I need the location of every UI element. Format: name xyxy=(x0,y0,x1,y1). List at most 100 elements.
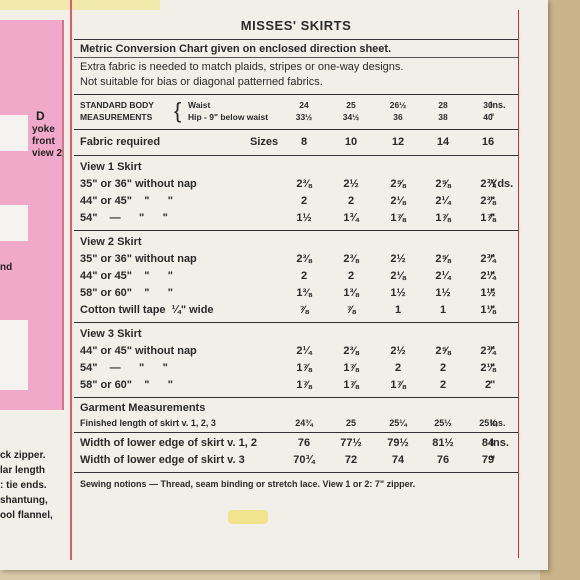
width-v3-label: Width of lower edge of skirt v. 3 xyxy=(80,454,245,466)
unit-label: " xyxy=(490,379,496,391)
fabric-row: 54" — " " 1⅞ 1⅞ 2 2 2⅛ " xyxy=(80,360,518,377)
yardage-value: 2⅛ xyxy=(390,270,406,282)
fabric-width-label: 54" — " " xyxy=(80,212,168,224)
view-section: View 3 Skirt 44" or 45" without nap 2¼ 2⅜ 2½… xyxy=(80,326,518,394)
width-v3-value: 72 xyxy=(344,454,358,466)
size-value: 14 xyxy=(436,136,450,148)
yardage-value: 1⅞ xyxy=(296,362,312,374)
yardage-value: 2½ xyxy=(343,178,359,190)
fabric-width-label: 54" — " " xyxy=(80,362,168,374)
view-title: View 1 Skirt xyxy=(80,161,142,173)
view-d-caption: yoke front view 2 xyxy=(32,124,63,159)
fabric-row: 35" or 36" without nap 2⅜ 2½ 2⅝ 2⅝ 2¾ Yds. xyxy=(80,176,518,193)
fabric-row: 44" or 45" " " 2 2 2⅛ 2¼ 2¼ " xyxy=(80,268,518,285)
yardage-value: 2 xyxy=(300,270,308,282)
yardage-value: 2⅝ xyxy=(435,253,451,265)
view-section: View 1 Skirt 35" or 36" without nap 2⅜ 2½ 2⅝… xyxy=(80,159,518,227)
yardage-value: 1¾ xyxy=(343,212,359,224)
extra-fabric-note: Extra fabric is needed to match plaids, … xyxy=(80,61,404,73)
yardage-value: ⅞ xyxy=(346,304,356,316)
yellow-tape-bottom xyxy=(228,510,268,524)
waist-value: 25 xyxy=(346,100,356,110)
divider xyxy=(74,129,518,130)
unit-label: " xyxy=(490,304,496,316)
width-v12-value: 77½ xyxy=(340,437,362,449)
fabric-row: 44" or 45" " " 2 2 2⅛ 2¼ 2⅜ " xyxy=(80,193,518,210)
fabric-row: 44" or 45" without nap 2¼ 2⅜ 2½ 2⅝ 2¾ " xyxy=(80,343,518,360)
unit-label: " xyxy=(490,195,496,207)
pink-illustration-panel xyxy=(0,20,64,410)
view-letter-d: D xyxy=(36,109,45,123)
yardage-value: 1½ xyxy=(390,287,406,299)
divider xyxy=(74,432,518,433)
yardage-value: 1 xyxy=(439,304,447,316)
not-suitable-note: Not suitable for bias or diagonal patter… xyxy=(80,76,323,88)
fabric-required-label: Fabric required xyxy=(80,136,161,148)
finished-value: 25½ xyxy=(434,418,452,428)
yardage-value: 2 xyxy=(300,195,308,207)
unit-label: Ins. xyxy=(490,418,506,428)
unit-label: " xyxy=(490,345,496,357)
unit-label: " xyxy=(490,112,495,122)
finished-value: 24¾ xyxy=(295,418,313,428)
finished-length-label: Finished length of skirt v. 1, 2, 3 xyxy=(80,418,216,428)
yardage-value: 2¼ xyxy=(296,345,312,357)
illustration-cutout xyxy=(0,115,28,151)
width-v12-value: 81½ xyxy=(432,437,454,449)
yardage-value: 2⅜ xyxy=(480,195,496,207)
hip-value: 40 xyxy=(483,112,493,122)
side-bottom-text: ck zipper. lar length : tie ends. shantu… xyxy=(0,450,53,521)
waist-value: 30 xyxy=(483,100,493,110)
waist-value: 24 xyxy=(299,100,309,110)
yardage-value: 2¾ xyxy=(480,178,496,190)
waist-value: 28 xyxy=(438,100,448,110)
unit-label: Yds. xyxy=(490,178,514,190)
unit-label: " xyxy=(490,212,496,224)
width-v3-value: 70¾ xyxy=(293,454,315,466)
measurements-label-2: MEASUREMENTS xyxy=(80,112,153,122)
finished-value: 25¾ xyxy=(479,418,497,428)
yardage-value: 1⅞ xyxy=(343,362,359,374)
unit-label: " xyxy=(490,270,496,282)
yardage-value: 2 xyxy=(484,379,492,391)
hip-value: 38 xyxy=(438,112,448,122)
page-title: MISSES' SKIRTS xyxy=(240,18,352,33)
unit-label: " xyxy=(490,253,496,265)
garment-measurements: Garment Measurements Finished length of … xyxy=(80,401,518,430)
yardage-value: 2 xyxy=(347,270,355,282)
unit-label: Ins. xyxy=(490,437,509,449)
yardage-value: 1½ xyxy=(296,212,312,224)
yardage-value: 2⅜ xyxy=(296,253,312,265)
yardage-value: 2 xyxy=(394,362,402,374)
hip-value: 36 xyxy=(393,112,403,122)
unit-label: " xyxy=(490,362,496,374)
divider xyxy=(74,322,518,323)
views-section: View 1 Skirt 35" or 36" without nap 2⅜ 2½ 2⅝… xyxy=(74,159,518,398)
fabric-width-label: 35" or 36" without nap xyxy=(80,253,197,265)
unit-label: " xyxy=(490,454,496,466)
fabric-width-label: 44" or 45" without nap xyxy=(80,345,197,357)
view-title: View 2 Skirt xyxy=(80,236,142,248)
side-fragment-text: nd xyxy=(0,262,13,273)
yardage-value: 2⅜ xyxy=(296,178,312,190)
yardage-value: 2¾ xyxy=(480,253,496,265)
yardage-value: 1⅞ xyxy=(435,212,451,224)
waist-label: Waist xyxy=(188,100,211,110)
red-margin-rule xyxy=(70,0,72,560)
divider xyxy=(74,472,518,473)
size-value: 10 xyxy=(344,136,358,148)
fabric-width-label: Cotton twill tape ¼" wide xyxy=(80,304,214,316)
yardage-value: 1⅞ xyxy=(390,379,406,391)
divider xyxy=(74,94,518,95)
width-v3-value: 76 xyxy=(436,454,450,466)
width-v12-label: Width of lower edge of skirt v. 1, 2 xyxy=(80,437,257,449)
pattern-sheet: D yoke front view 2 nd ck zipper. lar le… xyxy=(0,0,548,570)
yardage-value: 2⅛ xyxy=(390,195,406,207)
yellow-tape-top xyxy=(0,0,160,10)
yardage-value: 1⅞ xyxy=(390,212,406,224)
divider xyxy=(74,230,518,231)
yardage-value: 1⅞ xyxy=(480,212,496,224)
illustration-cutout xyxy=(0,320,28,390)
size-chart: MISSES' SKIRTS Metric Conversion Chart g… xyxy=(74,10,519,558)
yardage-value: 2¾ xyxy=(480,345,496,357)
